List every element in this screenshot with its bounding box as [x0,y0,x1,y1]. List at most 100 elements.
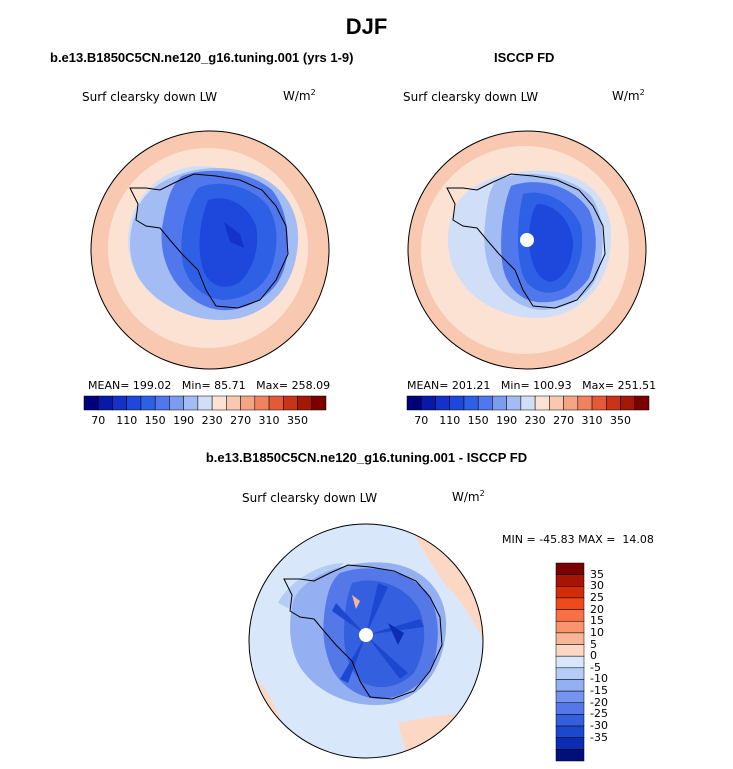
diff-colorbar-swatch [555,725,585,738]
diff-colorbar-swatch [555,690,585,704]
model-colorbar [83,395,327,411]
diff-colorbar-swatch [555,562,585,575]
diff-colorbar-swatch [555,714,585,727]
obs-units-label: W/m2 [612,88,645,103]
model-colorbar-swatch [154,395,170,411]
obs-colorbar-swatch [506,395,522,411]
diff-colorbar-swatch [555,644,585,657]
model-colorbar-swatch [268,395,284,411]
diff-colorbar-tick-label: 5 [590,637,597,651]
model-colorbar-swatch [126,395,142,411]
model-colorbar-tick-label: 70 [91,414,106,427]
model-colorbar-swatch [140,395,156,411]
model-colorbar-swatch [240,395,256,411]
model-colorbar-tick-label: 110 [116,414,138,427]
diff-units-label: W/m2 [452,489,485,504]
diff-colorbar-tick-label: -20 [590,695,608,709]
diff-colorbar-tick-label: -15 [590,684,608,698]
diff-colorbar-tick-label: -5 [590,660,601,674]
model-colorbar-swatch [183,395,199,411]
model-colorbar-tick-label: 350 [287,414,309,427]
obs-colorbar-tick-label: 350 [610,414,632,427]
model-colorbar-tick-label: 190 [173,414,195,427]
obs-colorbar-swatch [420,395,436,411]
obs-colorbar [406,395,650,411]
obs-colorbar-swatch [435,395,450,411]
obs-polar-map [407,130,647,370]
model-colorbar-swatch [211,395,227,411]
obs-colorbar-tick-label: 190 [496,414,518,427]
diff-colorbar-swatch [555,574,585,587]
diff-colorbar-swatch [555,679,585,692]
diff-colorbar-tick-label: -30 [590,719,608,733]
diff-colorbar-tick-label: 20 [590,602,604,616]
diff-colorbar-tick-label: 35 [590,567,604,581]
obs-stats: MEAN= 201.21 Min= 100.93 Max= 251.51 [407,379,657,392]
obs-variable-label: Surf clearsky down LW [403,90,539,104]
diff-colorbar-tick-label: 30 [590,579,604,593]
diff-colorbar-tick-label: 0 [590,649,597,663]
obs-colorbar-swatch [492,395,507,411]
diff-polar-map [248,523,484,759]
obs-colorbar-swatch [477,395,493,411]
model-colorbar-swatch [97,395,113,411]
obs-colorbar-tick-label: 230 [524,414,546,427]
obs-colorbar-swatch [520,395,536,411]
model-colorbar-swatch [83,395,99,411]
model-colorbar-swatch [311,395,327,411]
obs-colorbar-swatch [591,395,607,411]
diff-min-max: MIN = -45.83 MAX = 14.08 [502,533,654,546]
model-colorbar-swatch [197,395,213,411]
obs-colorbar-labels: 70 110 150 190 230 270 310 350 [407,414,649,428]
obs-colorbar-swatch [534,395,550,411]
model-colorbar-tick-label: 270 [230,414,252,427]
main-title: DJF [345,14,388,39]
diff-panel-title: b.e13.B1850C5CN.ne120_g16.tuning.001 - I… [205,450,528,465]
diff-colorbar-tick-label: -25 [590,707,608,721]
obs-colorbar-swatch [449,395,465,411]
model-colorbar-swatch [112,395,127,411]
model-stats: MEAN= 199.02 Min= 85.71 Max= 258.09 [88,379,331,392]
diff-variable-label: Surf clearsky down LW [242,491,378,505]
diff-colorbar-swatch [555,609,585,622]
model-colorbar-tick-label: 230 [201,414,223,427]
model-units-label: W/m2 [283,88,316,103]
diff-colorbar-swatch [555,632,585,645]
model-colorbar-tick-label: 310 [258,414,280,427]
model-colorbar-swatch [254,395,270,411]
obs-colorbar-tick-label: 70 [414,414,429,427]
diff-colorbar-swatch [555,737,585,750]
obs-colorbar-swatch [620,395,636,411]
obs-colorbar-swatch [406,395,422,411]
obs-colorbar-tick-label: 270 [553,414,575,427]
diff-colorbar-tick-label: -10 [590,672,608,686]
diff-colorbar-tick-label: 10 [590,625,604,639]
diff-colorbar-tick-label: 25 [590,590,604,604]
diff-colorbar [555,562,585,762]
diff-colorbar-swatch [555,597,585,610]
diff-colorbar-swatch [555,702,585,715]
obs-colorbar-swatch [549,395,564,411]
obs-panel-title: ISCCP FD [494,50,555,65]
diff-colorbar-swatch [555,655,585,669]
diff-colorbar-swatch [555,586,585,599]
model-variable-label: Surf clearsky down LW [82,90,218,104]
obs-colorbar-swatch [563,395,579,411]
model-polar-map [90,130,330,370]
diff-colorbar-tick-label: -35 [590,730,608,744]
obs-colorbar-tick-label: 310 [581,414,603,427]
diff-colorbar-tick-label: 15 [590,614,604,628]
obs-colorbar-tick-label: 150 [467,414,489,427]
obs-colorbar-swatch [606,395,621,411]
diff-colorbar-swatch [555,749,585,762]
model-colorbar-swatch [297,395,313,411]
model-colorbar-swatch [169,395,184,411]
model-colorbar-tick-label: 150 [144,414,166,427]
model-panel-title: b.e13.B1850C5CN.ne120_g16.tuning.001 (yr… [50,50,354,65]
diff-colorbar-labels: 35 30 25 20 15 10 5 0 -5 -10 -15 -20 -25 -30 -35 [590,563,630,761]
obs-colorbar-swatch [463,395,479,411]
model-colorbar-labels: 70 110 150 190 230 270 310 350 [84,414,326,428]
obs-colorbar-swatch [577,395,593,411]
obs-colorbar-tick-label: 110 [439,414,461,427]
model-colorbar-swatch [226,395,241,411]
